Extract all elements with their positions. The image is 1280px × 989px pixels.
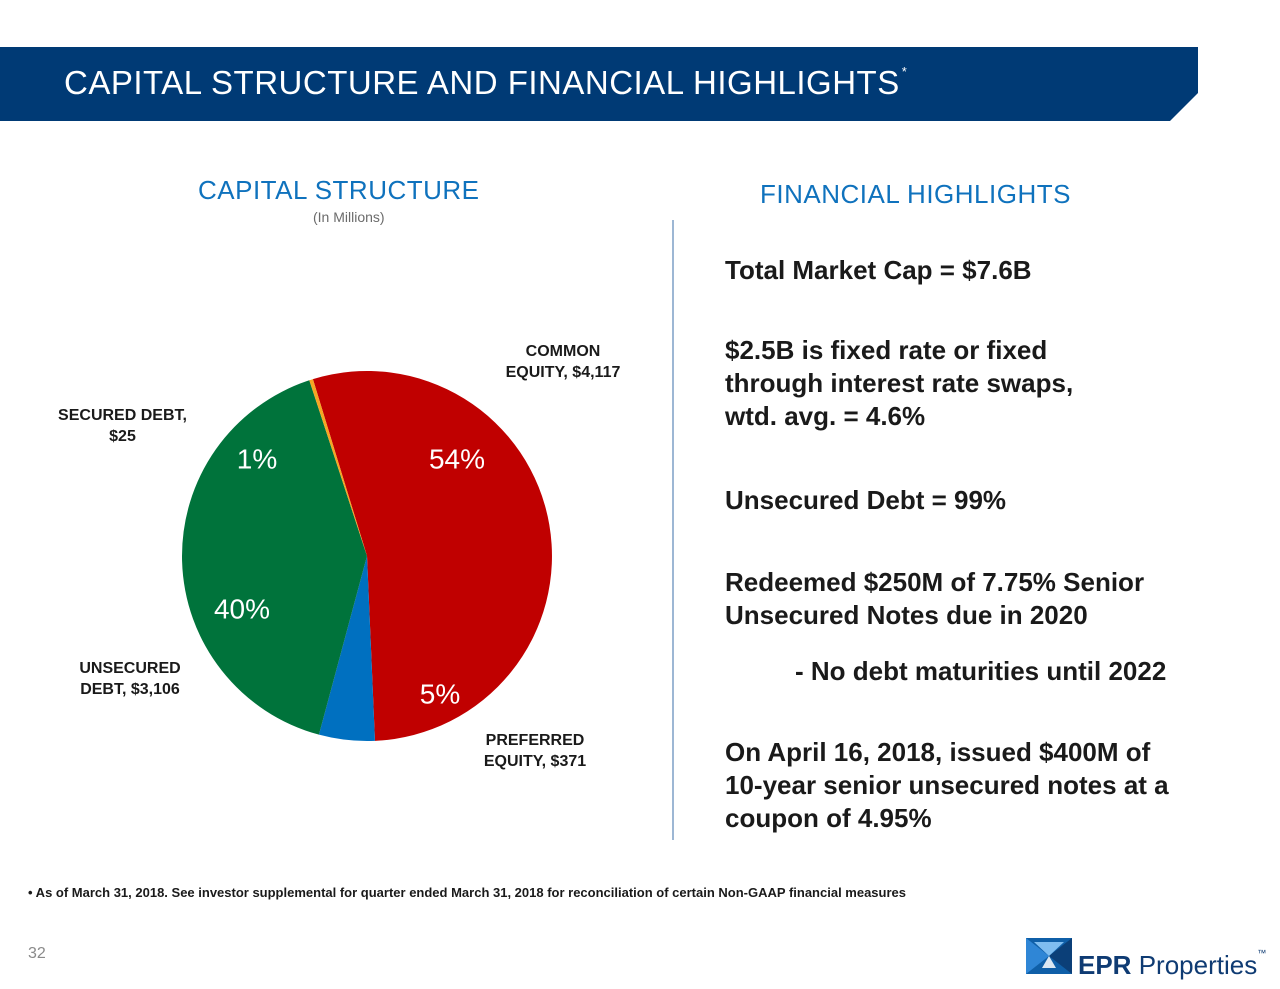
pie-slice-preferred-equity [318, 556, 375, 742]
highlight-redeemed-notes: Redeemed $250M of 7.75% Senior Unsecured… [725, 567, 1145, 630]
section-divider [672, 220, 674, 840]
header-banner [0, 47, 1198, 121]
header-banner-shape [0, 47, 1198, 121]
pie-percent-label-common-equity: 54% [429, 443, 485, 474]
highlight-fixed-rate: $2.5B is fixed rate or fixed through int… [725, 335, 1074, 431]
epr-logo-text: EPR Properties™ [1078, 948, 1267, 980]
page-title: CAPITAL STRUCTURE AND FINANCIAL HIGHLIGH… [64, 64, 908, 101]
footnote: • As of March 31, 2018. See investor sup… [28, 885, 906, 900]
epr-logo-icon [1026, 938, 1072, 974]
capital-structure-pie-chart: 54% 5% 40% 1% [182, 371, 552, 742]
capital-structure-subtitle: (In Millions) [313, 209, 385, 225]
pie-slice-unsecured-debt [182, 380, 367, 735]
capital-structure-title: CAPITAL STRUCTURE [198, 175, 480, 205]
highlight-market-cap: Total Market Cap = $7.6B [725, 255, 1032, 285]
pie-slice-secured-debt [309, 379, 367, 556]
pie-percent-label-secured-debt: 1% [237, 443, 277, 474]
slice-label-secured-debt: SECURED DEBT, $25 [58, 407, 187, 445]
highlight-no-maturities: - No debt maturities until 2022 [795, 656, 1167, 686]
slice-label-preferred-equity: PREFERRED EQUITY, $371 [483, 732, 587, 770]
slice-label-common-equity: COMMON EQUITY, $4,117 [505, 343, 621, 381]
pie-slice-common-equity [312, 371, 552, 741]
highlight-unsecured-debt: Unsecured Debt = 99% [725, 485, 1007, 515]
page-number: 32 [28, 945, 46, 962]
pie-percent-label-preferred-equity: 5% [420, 678, 460, 709]
pie-percent-label-unsecured-debt: 40% [214, 593, 270, 624]
slice-label-unsecured-debt: UNSECURED DEBT, $3,106 [79, 660, 181, 698]
highlight-new-issuance: On April 16, 2018, issued $400M of 10-ye… [725, 737, 1169, 833]
financial-highlights-title: FINANCIAL HIGHLIGHTS [760, 179, 1071, 209]
